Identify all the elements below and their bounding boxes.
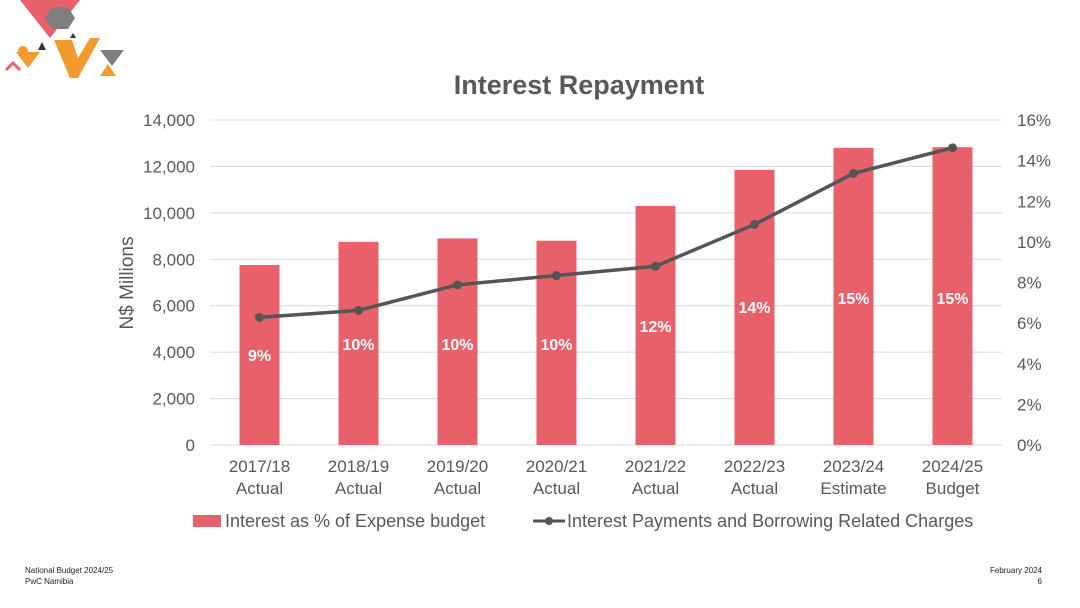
legend-bar-swatch	[193, 515, 221, 527]
line-point	[948, 143, 957, 153]
y2-tick-label: 16%	[1017, 111, 1051, 130]
bar-data-label: 10%	[540, 337, 572, 354]
line-point	[552, 271, 561, 281]
line-point	[849, 168, 858, 178]
bar-data-label: 15%	[936, 291, 968, 308]
x-tick-label-status: Actual	[335, 479, 382, 498]
x-tick-label-year: 2022/23	[724, 457, 785, 476]
x-tick-label-status: Actual	[632, 479, 679, 498]
y-axis-right-ticks: 0% 2% 4% 6% 8% 10% 12% 14% 16%	[1017, 111, 1051, 455]
x-tick-label-year: 2021/22	[625, 457, 686, 476]
y2-tick-label: 4%	[1017, 355, 1042, 374]
gridlines	[210, 119, 1002, 446]
bar-data-labels: 9% 10% 10% 10% 12% 14% 15% 15%	[248, 291, 969, 365]
footer-left: National Budget 2024/25 PwC Namibia	[25, 565, 113, 587]
pwc-logo-graphic	[4, 0, 124, 78]
logo-orange-triangle-left	[16, 52, 40, 68]
legend-bar-label: Interest as % of Expense budget	[225, 511, 485, 531]
legend: Interest as % of Expense budget Interest…	[193, 511, 973, 531]
x-tick-label-year: 2017/18	[229, 457, 290, 476]
x-tick-label-status: Budget	[926, 479, 980, 498]
bar	[833, 147, 874, 445]
bar	[635, 205, 676, 445]
x-tick-label-year: 2020/21	[526, 457, 587, 476]
y2-tick-label: 6%	[1017, 314, 1042, 333]
y2-tick-label: 14%	[1017, 152, 1051, 171]
bar-data-label: 10%	[441, 337, 473, 354]
x-tick-label-year: 2024/25	[922, 457, 983, 476]
bar-data-label: 14%	[738, 300, 770, 317]
bar-data-label: 10%	[342, 337, 374, 354]
x-tick-label-year: 2023/24	[823, 457, 884, 476]
footer-right: February 2024 6	[990, 565, 1042, 587]
bar	[437, 238, 478, 445]
y-tick-label: 0	[186, 436, 195, 455]
y2-tick-label: 0%	[1017, 436, 1042, 455]
legend-line-label: Interest Payments and Borrowing Related …	[567, 511, 973, 531]
logo-dark-tiny-triangle	[70, 33, 76, 38]
y-tick-label: 2,000	[152, 390, 195, 409]
line-point	[255, 312, 264, 322]
x-axis-ticks: 2017/18 Actual 2018/19 Actual 2019/20 Actual 2…	[229, 457, 983, 498]
y-tick-label: 6,000	[152, 297, 195, 316]
bar	[338, 241, 379, 445]
x-tick-label-status: Actual	[533, 479, 580, 498]
interest-repayment-chart: Interest Repayment 0 2,000 4,000 6,000 8,000…	[117, 70, 1051, 531]
legend-line-marker	[545, 517, 553, 525]
footer-company-name: PwC Namibia	[25, 577, 74, 586]
logo-red-chevron	[4, 60, 22, 72]
logo-gray-triangle-right	[100, 50, 124, 66]
logo-gray-hexagon	[45, 7, 75, 29]
bar-data-label: 9%	[248, 348, 271, 365]
y2-tick-label: 10%	[1017, 233, 1051, 252]
y-tick-label: 14,000	[143, 111, 195, 130]
bar-data-label: 15%	[837, 291, 869, 308]
logo-orange-dot	[18, 46, 28, 56]
y-tick-label: 10,000	[143, 204, 195, 223]
x-tick-label-status: Actual	[731, 479, 778, 498]
bar-data-label: 12%	[639, 319, 671, 336]
x-tick-label-status: Estimate	[820, 479, 886, 498]
logo-orange-v	[54, 38, 100, 78]
bar	[932, 147, 973, 446]
line-point	[750, 219, 759, 229]
logo-dark-small-triangle	[38, 42, 46, 50]
x-tick-label-status: Actual	[236, 479, 283, 498]
x-tick-label-status: Actual	[434, 479, 481, 498]
y-axis-left-ticks: 0 2,000 4,000 6,000 8,000 10,000 12,000 14,000	[143, 111, 195, 455]
y-tick-label: 4,000	[152, 343, 195, 362]
chart-title: Interest Repayment	[454, 70, 705, 100]
line-path	[259, 146, 953, 320]
footer-document-title: National Budget 2024/25	[25, 566, 114, 575]
logo-orange-small-triangle	[100, 64, 116, 76]
y-axis-label: N$ Millions	[117, 237, 138, 330]
y-tick-label: 8,000	[152, 250, 195, 269]
x-tick-label-year: 2018/19	[328, 457, 389, 476]
y2-tick-label: 12%	[1017, 192, 1051, 211]
page-number: 6	[1037, 577, 1042, 586]
y-tick-label: 12,000	[143, 157, 195, 176]
line-point	[453, 280, 462, 290]
line-point	[651, 261, 660, 271]
y2-tick-label: 2%	[1017, 395, 1042, 414]
x-tick-label-year: 2019/20	[427, 457, 488, 476]
y2-tick-label: 8%	[1017, 274, 1042, 293]
footer-date: February 2024	[989, 566, 1042, 575]
line-point	[354, 305, 363, 315]
line-series	[255, 143, 957, 322]
bar	[239, 265, 280, 445]
